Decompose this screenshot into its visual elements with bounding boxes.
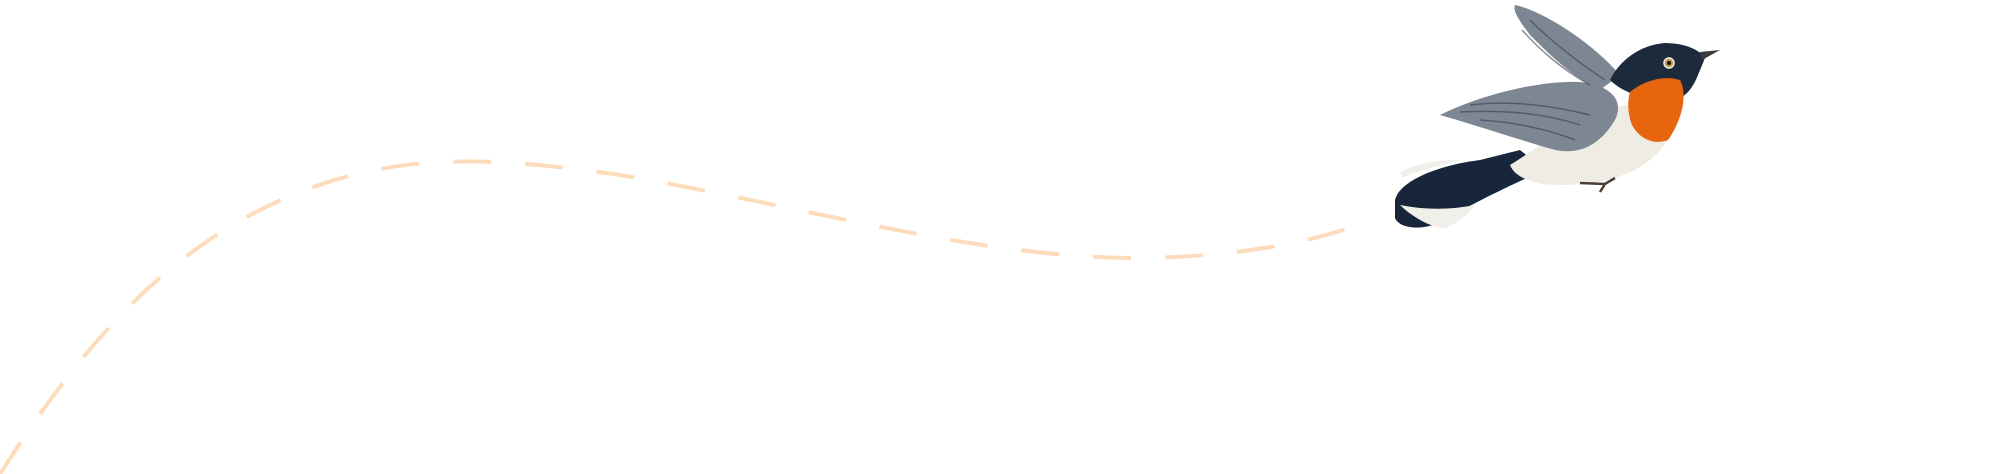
bird-tail-tips-top	[1400, 160, 1460, 178]
bird-tail	[1395, 150, 1545, 228]
bird-illustration	[1395, 5, 1720, 228]
bird-pupil	[1667, 61, 1671, 65]
dashed-flight-path	[0, 159, 1353, 474]
bird-upper-wing	[1514, 5, 1620, 90]
bird-leg	[1579, 176, 1616, 193]
wing-feather-lines	[1459, 19, 1606, 141]
bird-orange-throat	[1628, 78, 1684, 142]
bird-beak	[1700, 50, 1720, 60]
bird-tail-tips	[1400, 205, 1475, 228]
bird-lower-wing	[1440, 81, 1619, 152]
